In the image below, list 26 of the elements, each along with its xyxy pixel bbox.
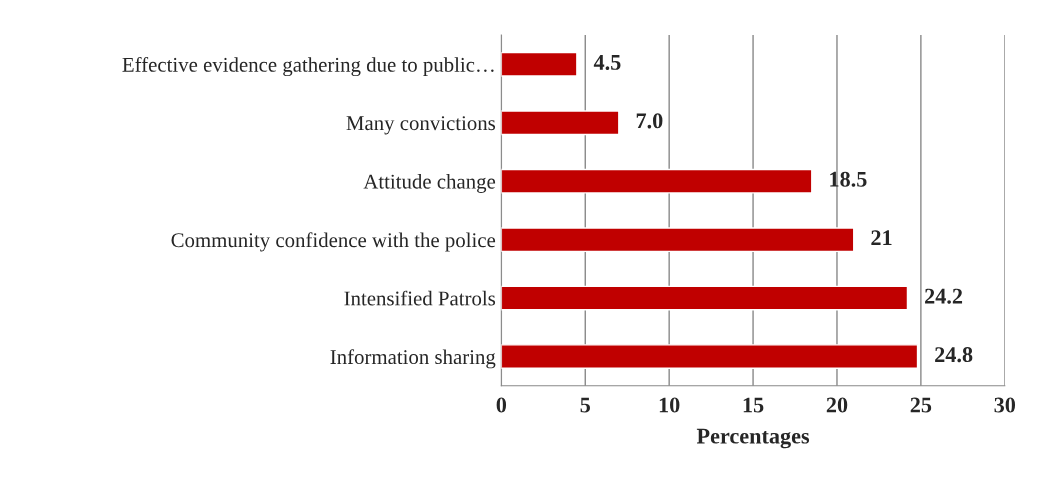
x-tick-label: 20 bbox=[826, 397, 848, 413]
bar bbox=[501, 110, 620, 136]
y-tick-label: Community confidence with the police bbox=[171, 232, 496, 252]
x-axis-title: Percentages bbox=[696, 428, 810, 449]
data-label: 4.5 bbox=[593, 55, 621, 70]
y-tick-label: Information sharing bbox=[330, 349, 496, 369]
x-tick-label: 25 bbox=[910, 397, 932, 413]
bar bbox=[501, 285, 909, 311]
data-label: 24.8 bbox=[935, 347, 973, 363]
x-tick-label: 10 bbox=[659, 397, 680, 413]
y-tick-label: Many convictions bbox=[346, 116, 496, 135]
y-tick-label: Attitude change bbox=[363, 173, 496, 193]
bar bbox=[501, 227, 855, 253]
data-label: 18.5 bbox=[830, 171, 867, 187]
bar bbox=[501, 344, 919, 369]
x-tick-label: 30 bbox=[994, 397, 1016, 413]
bar bbox=[501, 51, 578, 77]
data-label: 21 bbox=[871, 230, 892, 245]
x-tick-label: 15 bbox=[743, 397, 764, 413]
data-label: 24.2 bbox=[925, 288, 963, 304]
x-tick-label: 5 bbox=[580, 397, 590, 413]
x-tick-label: 0 bbox=[496, 397, 507, 413]
y-tick-label: Intensified Patrols bbox=[344, 290, 496, 306]
bar bbox=[501, 168, 813, 194]
data-label: 7.0 bbox=[636, 113, 663, 129]
y-tick-label: Effective evidence gathering due to public… bbox=[122, 56, 494, 77]
